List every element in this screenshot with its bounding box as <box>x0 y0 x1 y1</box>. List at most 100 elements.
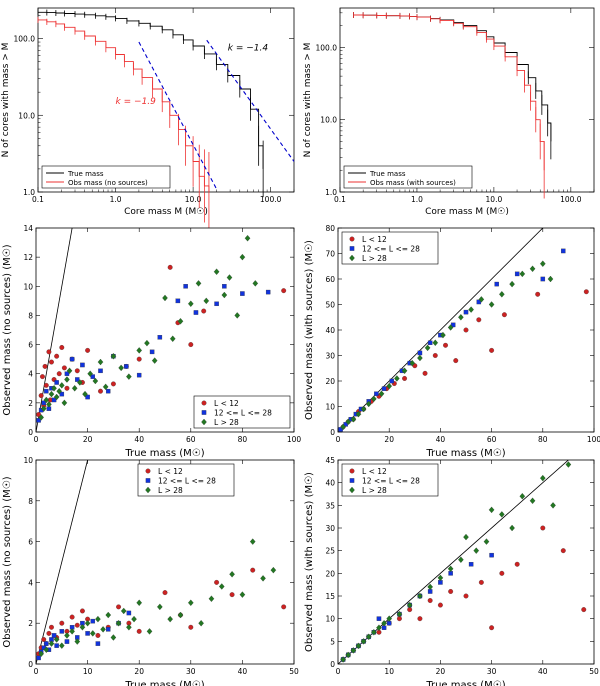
scatter-point-circle <box>402 376 408 381</box>
x-tick-label: 80 <box>238 435 248 444</box>
scatter-point-diamond <box>97 358 104 366</box>
y-tick-label: 10 <box>325 615 335 624</box>
scatter-point-diamond <box>365 633 372 641</box>
scatter-point-diamond <box>350 647 357 654</box>
scatter-point-diamond <box>440 331 446 339</box>
legend-entry: L < 12 <box>158 467 183 476</box>
x-tick-label: 0.1 <box>32 195 44 204</box>
scatter-point-circle <box>38 393 44 399</box>
scatter-point-diamond <box>396 610 403 618</box>
one-to-one-line <box>338 228 544 432</box>
scatter-point-diamond <box>447 565 454 573</box>
legend-entry: L > 28 <box>214 418 239 427</box>
scatter-point-diamond <box>565 461 572 468</box>
plot-area <box>338 460 587 664</box>
scatter-point-circle <box>95 632 101 638</box>
scatter-point-diamond <box>355 410 362 418</box>
scatter-point-diamond <box>105 611 112 619</box>
scatter-point-diamond <box>74 638 81 645</box>
scatter-point-circle <box>514 561 520 567</box>
scatter-point-diamond <box>234 312 241 319</box>
legend-entry: L > 28 <box>362 486 387 495</box>
x-tick-label: 50 <box>289 667 299 676</box>
legend-box <box>193 395 291 429</box>
y-tick-label: 2 <box>28 619 33 628</box>
y-tick-label: 8 <box>28 497 33 506</box>
scatter-point-square <box>417 350 423 356</box>
scatter-point-circle <box>110 381 116 387</box>
scatter-point-square <box>175 298 181 304</box>
x-tick-label: 20 <box>83 435 93 444</box>
y-tick-label: 10 <box>325 403 335 412</box>
scatter-point-circle <box>56 371 62 377</box>
scatter-point-diamond <box>120 607 127 615</box>
scatter-point-square <box>69 356 75 362</box>
plot-frame <box>339 7 595 193</box>
scatter-point-diamond <box>371 629 377 636</box>
legend-entry: 12 <= L <= 28 <box>362 245 420 254</box>
scatter-point-diamond <box>59 382 65 389</box>
scatter-point-circle <box>489 347 495 353</box>
scatter-point-diamond <box>169 335 176 342</box>
y-tick-label: 0 <box>330 428 335 437</box>
scatter-point-square <box>376 616 382 621</box>
x-tick-label: 80 <box>538 435 548 444</box>
scatter-point-diamond <box>53 636 60 643</box>
scatter-point-diamond <box>177 318 184 325</box>
x-tick-label: 0 <box>336 435 341 444</box>
scatter-point-square <box>349 478 355 483</box>
scatter-point-diamond <box>417 592 423 600</box>
y-tick-label: 6 <box>28 341 33 350</box>
legend-entry: Obs mass (with sources) <box>370 179 456 187</box>
scatter-point-diamond <box>473 547 480 554</box>
scatter-point-square <box>183 284 188 289</box>
y-tick-label: 1.0 <box>325 188 337 197</box>
scatter-point-circle <box>476 317 482 323</box>
y-tick-label: 10 <box>23 456 33 465</box>
scatter-point-diamond <box>144 339 150 347</box>
scatter-point-circle <box>201 308 207 314</box>
scatter-point-circle <box>49 359 54 365</box>
scatter-point-square <box>54 380 59 385</box>
scatter-point-circle <box>188 624 194 630</box>
scatter-point-diamond <box>162 294 168 302</box>
x-tick-label: 100 <box>287 435 302 444</box>
panel-bottom-left-scatter: 0 10 20 30 40 50 0 2 4 6 8 10 True mass (M☉) Observed… <box>2 456 299 686</box>
scatter-point-diamond <box>100 626 106 633</box>
scatter-point-diamond <box>478 296 485 303</box>
y-tick-label: 8 <box>28 311 33 320</box>
x-tick-label: 1.0 <box>411 195 423 204</box>
y-tick-label: 2 <box>28 399 33 408</box>
scatter-point-circle <box>188 342 194 348</box>
scatter-point-square <box>427 340 433 345</box>
scatter-point-diamond <box>529 265 536 273</box>
scatter-point-diamond <box>350 416 357 423</box>
annotation-slope-obs: k = −1.9 <box>116 97 157 107</box>
scatter-point-circle <box>349 236 355 242</box>
scatter-point-diamond <box>64 376 70 383</box>
scatter-point-square <box>75 377 80 382</box>
scatter-point-diamond <box>244 234 251 242</box>
scatter-point-diamond <box>61 399 68 407</box>
legend-entry: L > 28 <box>158 486 183 495</box>
scatter-point-circle <box>463 327 469 333</box>
x-axis-label: True mass (M☉) <box>124 448 204 459</box>
scatter-point-diamond <box>499 511 505 518</box>
panel-middle-right-scatter: 0 20 40 60 80 100 0 10 20 30 40 50 60 70 80 True mass (… <box>304 224 600 459</box>
y-tick-label: 30 <box>325 524 335 533</box>
scatter-point-diamond <box>529 497 536 505</box>
y-tick-label: 4 <box>28 370 33 379</box>
legend-entry: 12 <= L <= 28 <box>158 477 216 486</box>
plot-area <box>338 228 589 432</box>
x-tick-label: 1.0 <box>110 195 122 204</box>
scatter-point-diamond <box>92 377 99 385</box>
legend-box <box>343 165 473 189</box>
legend-entry: 12 <= L <= 28 <box>214 409 272 418</box>
scatter-point-circle <box>443 342 448 348</box>
y-tick-label: 0 <box>28 660 33 669</box>
scatter-point-circle <box>427 598 433 603</box>
scatter-point-diamond <box>270 566 277 574</box>
scatter-point-diamond <box>77 379 83 386</box>
scatter-point-diamond <box>221 291 228 299</box>
scatter-point-diamond <box>151 357 158 364</box>
